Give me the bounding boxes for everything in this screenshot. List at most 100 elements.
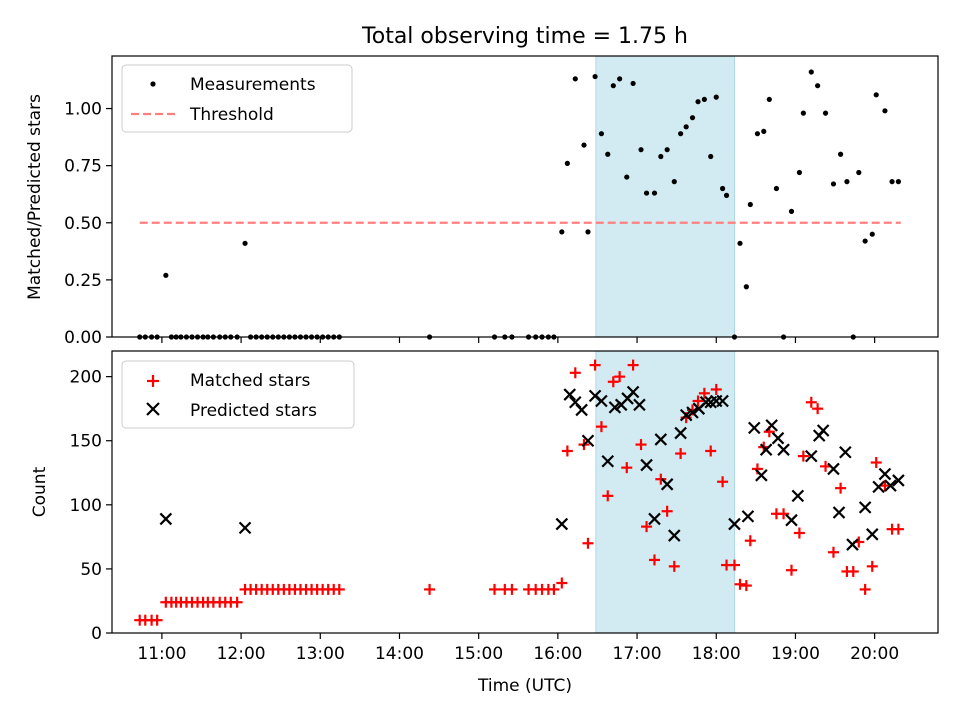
- predicted-point-45: [858, 501, 872, 514]
- measurement-point-61: [664, 147, 670, 153]
- matched-point-46: [561, 445, 573, 457]
- y-tick-label-3: 150: [70, 432, 102, 452]
- predicted-point-40: [816, 424, 830, 437]
- predicted-point-17: [654, 433, 668, 446]
- predicted-point-18: [660, 478, 674, 491]
- bottom-x-ticks: 11:00 12:00 13:00 14:00 15:00 16:00 17:00 18:00…: [137, 633, 899, 664]
- matched-point-80: [778, 508, 790, 520]
- predicted-point-33: [765, 419, 778, 432]
- predicted-point-37: [791, 489, 805, 503]
- measurement-point-83: [800, 110, 806, 116]
- matched-point-88: [835, 482, 847, 494]
- legend-threshold-label: Threshold: [189, 105, 274, 125]
- measurement-point-65: [689, 115, 696, 121]
- measurement-point-81: [788, 208, 795, 214]
- measurement-point-51: [598, 131, 605, 137]
- predicted-point-13: [626, 385, 640, 399]
- legend-matched-label: Matched stars: [190, 371, 310, 391]
- predicted-point-10: [608, 401, 622, 414]
- predicted-point-48: [878, 467, 892, 481]
- predicted-point-41: [827, 462, 840, 476]
- predicted-point-2: [555, 517, 569, 531]
- predicted-point-31: [755, 469, 768, 482]
- measurement-point-77: [761, 128, 767, 134]
- x-tick-label-0: 11:00: [137, 644, 186, 664]
- measurement-point-54: [617, 76, 623, 82]
- matched-point-50: [589, 359, 601, 371]
- matched-point-82: [793, 527, 805, 539]
- matched-point-90: [847, 565, 859, 577]
- measurement-point-85: [815, 83, 821, 89]
- matched-point-69: [710, 383, 722, 395]
- predicted-point-32: [759, 443, 773, 456]
- matched-point-51: [595, 421, 607, 433]
- x-tick-label-3: 14:00: [375, 644, 424, 664]
- bottom-panel: 0 50 100 150 200 11:00 12:00 13:00 14:00 15:00 16…: [30, 350, 939, 696]
- predicted-point-35: [777, 443, 790, 456]
- matched-point-56: [627, 359, 639, 371]
- top-x-ticks: [161, 337, 876, 343]
- matched-point-73: [734, 578, 746, 590]
- measurement-point-50: [592, 73, 598, 80]
- predicted-point-28: [728, 517, 741, 531]
- measurement-point-73: [737, 240, 743, 246]
- top-panel: 0.00 0.25 0.50 0.75 1.00 Matched/Predicted s…: [25, 55, 939, 348]
- predicted-point-38: [805, 449, 818, 463]
- measurement-point-97: [895, 179, 902, 185]
- measurement-point-82: [796, 169, 803, 176]
- predicted-point-47: [872, 480, 885, 494]
- measurement-point-69: [713, 94, 719, 100]
- top-y-axis-label: Matched/Predicted stars: [25, 94, 45, 300]
- top-shaded-span: [595, 55, 735, 338]
- chart-title: Total observing time = 1.75 h: [361, 24, 688, 49]
- measurement-point-64: [683, 124, 689, 130]
- matched-point-61: [661, 505, 673, 517]
- bottom-y-ticks: 0 50 100 150 200: [70, 368, 112, 644]
- x-tick-label-8: 19:00: [771, 644, 820, 664]
- x-tick-label-5: 16:00: [533, 644, 582, 664]
- observing-span-1: [595, 350, 735, 634]
- x-tick-label-4: 15:00: [454, 644, 503, 664]
- measurement-point-60: [658, 153, 664, 160]
- matched-point-55: [621, 462, 633, 474]
- bottom-axes-frame: [111, 350, 939, 634]
- predicted-point-20: [674, 426, 687, 440]
- matched-point-49: [582, 537, 594, 549]
- measurement-point-78: [766, 96, 772, 103]
- predicted-point-0: [159, 512, 173, 526]
- measurement-point-92: [862, 238, 868, 244]
- matched-point-81: [785, 564, 797, 576]
- matched-point-66: [692, 395, 704, 407]
- measurement-point-84: [808, 69, 814, 75]
- measurement-point-58: [643, 190, 650, 196]
- measurement-point-52: [605, 151, 611, 157]
- predicted-point-15: [640, 458, 653, 472]
- bottom-plot-area: [134, 359, 905, 626]
- legend-measurements-label: Measurements: [190, 75, 316, 95]
- matched-point-87: [827, 546, 839, 558]
- predicted-point-14: [633, 398, 646, 412]
- matched-point-68: [705, 445, 717, 457]
- x-axis-label: Time (UTC): [477, 676, 572, 696]
- measurement-point-70: [719, 185, 726, 192]
- measurement-point-55: [624, 174, 630, 180]
- y-tick-label-1: 0.25: [64, 271, 102, 291]
- predicted-point-16: [648, 512, 661, 526]
- predicted-point-24: [699, 395, 713, 409]
- matched-point-75: [744, 535, 756, 547]
- matched-point-44: [548, 583, 560, 595]
- predicted-point-43: [839, 445, 852, 459]
- top-y-ticks: 0.00 0.25 0.50 0.75 1.00: [64, 100, 112, 348]
- measurement-point-95: [882, 108, 888, 114]
- predicted-point-34: [771, 431, 785, 445]
- observing-span-0: [595, 55, 735, 338]
- x-tick-label-1: 12:00: [217, 644, 266, 664]
- predicted-point-6: [581, 434, 595, 448]
- matched-point-47: [569, 367, 581, 379]
- y-tick-label-2: 0.50: [64, 214, 102, 234]
- matched-point-94: [870, 457, 882, 469]
- matched-point-58: [641, 521, 653, 533]
- matched-point-70: [717, 476, 729, 488]
- measurement-point-57: [638, 147, 644, 153]
